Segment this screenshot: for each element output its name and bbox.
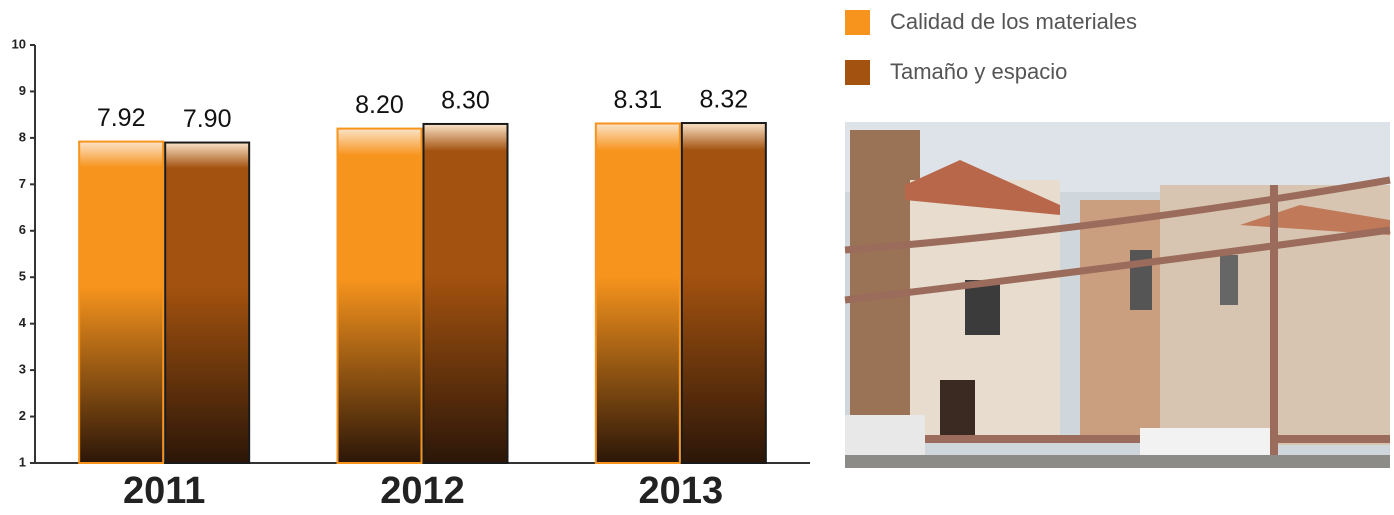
legend-label: Calidad de los materiales	[890, 9, 1137, 34]
value-label: 8.20	[355, 91, 404, 119]
x-tick-label: 2011	[123, 470, 205, 510]
bar	[422, 122, 509, 464]
value-label: 8.32	[699, 86, 748, 114]
bar	[594, 122, 681, 464]
bar	[680, 122, 767, 464]
y-tick-label: 8	[19, 129, 26, 144]
y-tick-label: 9	[19, 83, 26, 98]
value-label: 7.92	[97, 104, 146, 132]
y-tick-label: 7	[19, 176, 26, 191]
bar	[336, 127, 423, 464]
y-tick-label: 6	[19, 222, 26, 237]
value-label: 7.90	[183, 105, 232, 133]
x-tick-label: 2012	[380, 470, 465, 510]
value-label: 8.31	[613, 86, 662, 114]
legend-swatch	[845, 10, 870, 35]
legend-swatch	[845, 60, 870, 85]
x-tick-label: 2013	[639, 470, 724, 510]
y-tick-label: 1	[19, 454, 26, 469]
y-tick-label: 2	[19, 408, 26, 423]
bar	[164, 141, 251, 465]
y-tick-label: 3	[19, 362, 26, 377]
bar	[78, 140, 165, 465]
y-tick-label: 10	[12, 36, 26, 51]
y-tick-label: 4	[19, 315, 27, 330]
value-label: 8.30	[441, 87, 490, 115]
y-tick-label: 5	[19, 269, 26, 284]
legend-label: Tamaño y espacio	[890, 59, 1067, 84]
photo	[844, 122, 1391, 468]
